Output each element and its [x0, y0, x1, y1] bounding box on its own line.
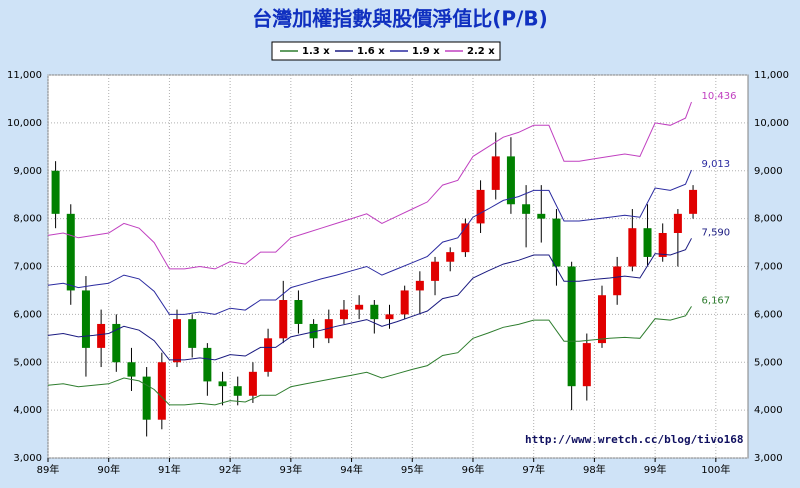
candle-body	[628, 228, 637, 267]
candle-body	[279, 300, 288, 339]
candle-body	[264, 338, 273, 372]
candle-body	[355, 304, 364, 310]
y-tick-label-right: 6,000	[754, 309, 783, 320]
x-tick-label: 94年	[340, 463, 363, 476]
y-tick-label-right: 5,000	[754, 357, 783, 368]
candle-body	[385, 314, 394, 320]
chart-title: 台灣加權指數與股價淨值比(P/B)	[252, 7, 548, 31]
y-tick-label-right: 9,000	[754, 166, 783, 177]
candle-body	[461, 223, 470, 253]
candle-body	[567, 266, 576, 387]
candle-body	[309, 323, 318, 339]
candle-body	[339, 309, 348, 320]
candle-body	[613, 266, 622, 296]
x-tick-label: 100年	[701, 463, 730, 476]
candle-body	[112, 323, 121, 363]
end-label: 6,167	[702, 295, 731, 306]
candle-body	[97, 323, 106, 348]
candle-body	[51, 170, 60, 214]
y-tick-label-right: 3,000	[754, 453, 783, 464]
legend-label: 1.3 x	[302, 46, 330, 57]
x-tick-label: 93年	[279, 463, 302, 476]
candle-body	[582, 343, 591, 387]
legend-label: 1.9 x	[412, 46, 440, 57]
y-tick-label-right: 8,000	[754, 214, 783, 225]
candle-body	[66, 213, 75, 291]
candle-body	[597, 295, 606, 344]
x-tick-label: 95年	[401, 463, 424, 476]
legend-label: 2.2 x	[467, 46, 495, 57]
candle-body	[142, 376, 151, 420]
y-tick-label: 11,000	[7, 70, 42, 81]
x-tick-label: 90年	[97, 463, 120, 476]
x-tick-label: 91年	[158, 463, 181, 476]
candle-body	[673, 213, 682, 233]
candle-body	[294, 300, 303, 324]
candle-body	[218, 381, 227, 387]
candle-body	[370, 304, 379, 320]
pb-line	[47, 238, 692, 361]
y-tick-label: 6,000	[13, 309, 42, 320]
candle-body	[233, 386, 242, 396]
end-label: 9,013	[702, 159, 731, 170]
candle-body	[188, 319, 197, 348]
candle-body	[522, 204, 531, 214]
candle-body	[400, 290, 409, 315]
x-tick-label: 97年	[522, 463, 545, 476]
candle-body	[491, 156, 500, 190]
legend-label: 1.6 x	[357, 46, 385, 57]
y-tick-label: 5,000	[13, 357, 42, 368]
candle-body	[689, 189, 698, 214]
candle-body	[643, 228, 652, 257]
x-tick-label: 99年	[644, 463, 667, 476]
candle-body	[476, 189, 485, 224]
y-tick-label: 7,000	[13, 262, 42, 273]
candle-body	[658, 232, 667, 257]
candle-body	[431, 261, 440, 281]
candle-body	[537, 213, 546, 219]
y-tick-label: 9,000	[13, 166, 42, 177]
candle-body	[506, 156, 515, 205]
y-tick-label-right: 7,000	[754, 262, 783, 273]
y-tick-label: 10,000	[7, 118, 42, 129]
y-tick-label-right: 10,000	[754, 118, 789, 129]
candle-body	[127, 362, 136, 377]
end-label: 10,436	[702, 91, 737, 102]
candle-body	[552, 218, 561, 267]
x-tick-label: 98年	[583, 463, 606, 476]
pb-line	[47, 169, 692, 315]
candle-body	[415, 280, 424, 291]
legend-box	[271, 41, 501, 61]
end-label: 7,590	[702, 227, 731, 238]
candle-body	[248, 371, 257, 396]
x-tick-label: 92年	[219, 463, 242, 476]
pb-line	[47, 101, 692, 270]
x-tick-label: 89年	[37, 463, 60, 476]
pb-line	[47, 306, 692, 406]
x-tick-label: 96年	[462, 463, 485, 476]
candle-body	[157, 362, 166, 420]
y-tick-label-right: 11,000	[754, 70, 789, 81]
candle-body	[446, 252, 455, 262]
y-tick-label: 3,000	[13, 453, 42, 464]
y-tick-label: 4,000	[13, 405, 42, 416]
candle-body	[173, 319, 182, 363]
candle-body	[203, 347, 212, 382]
candle-body	[81, 290, 90, 348]
annotation: http://www.wretch.cc/blog/tivo168	[525, 433, 744, 446]
y-tick-label-right: 4,000	[754, 405, 783, 416]
y-tick-label: 8,000	[13, 214, 42, 225]
